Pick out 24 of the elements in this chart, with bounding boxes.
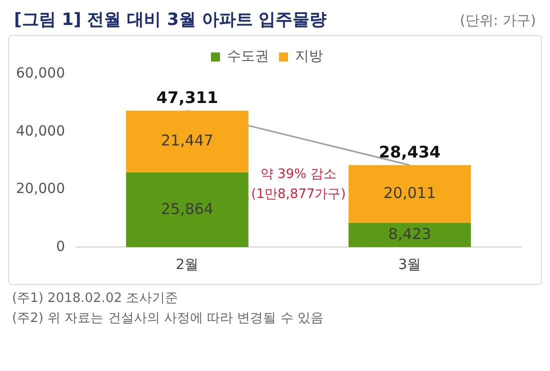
bar xyxy=(126,110,248,173)
legend-label: 수도권 xyxy=(227,48,269,65)
y-tick-label: 20,000 xyxy=(16,181,65,198)
y-tick-label: 40,000 xyxy=(16,123,65,140)
bar xyxy=(348,165,471,223)
legend-label: 지방 xyxy=(295,48,323,65)
annotation: (1만8,877가구) xyxy=(251,187,346,202)
data-label: 8,423 xyxy=(388,224,432,243)
data-label: 20,011 xyxy=(383,184,436,202)
bar xyxy=(348,222,471,248)
total-label: 28,434 xyxy=(378,142,441,162)
y-tick-label: 0 xyxy=(56,238,65,255)
data-label: 25,864 xyxy=(160,200,214,218)
total-label: 47,311 xyxy=(156,88,218,107)
x-tick-label: 2월 xyxy=(176,257,199,274)
text: (주1) 2018.02.02 조사기준 xyxy=(12,290,180,308)
bar xyxy=(126,172,248,248)
x-tick-label: 3월 xyxy=(398,257,422,274)
chart-subtitle: (단위: 가구) xyxy=(460,12,536,30)
y-tick-label: 60,000 xyxy=(16,66,65,82)
chart-title: [그림 1] 전월 대비 3월 아파트 입주물량 xyxy=(14,9,327,31)
annotation: 약 39% 감소 xyxy=(260,167,337,182)
data-label: 21,447 xyxy=(160,131,214,150)
text: (주2) 위 자료는 건설사의 사정에 따라 변경될 수 있음 xyxy=(12,310,324,328)
